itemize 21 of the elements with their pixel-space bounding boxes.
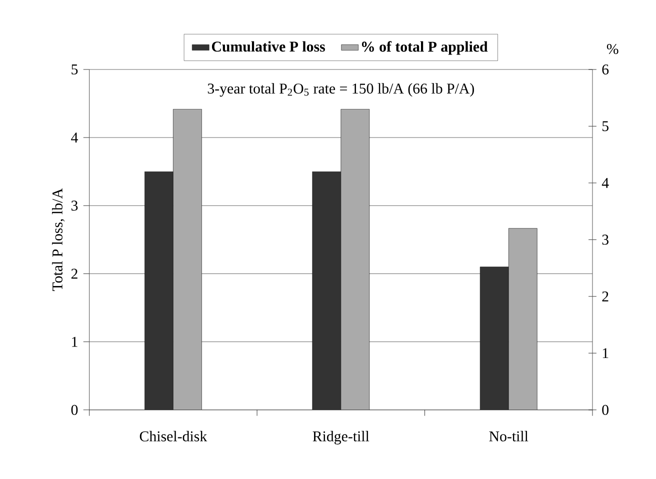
y-tick-label: 0 [71,404,78,415]
y2-tick-label: 6 [602,64,609,74]
y-tick-label: 1 [72,336,78,347]
y-tick-label: 3 [71,200,78,210]
y-tick-label: 4 [71,132,78,142]
x-tick-label: Ridge-till [312,430,370,444]
legend-label: % of total P applied [362,40,488,55]
y2-tick-label: 1 [602,348,608,358]
y-tick-label: 5 [72,64,78,74]
y2-axis-title: % [606,44,618,54]
annotation: 3-year total P$_{2}$O$_{5}$ rate = 150 lb/A (66 lb P/A) [208,82,474,96]
y-tick-label: 2 [71,268,78,278]
x-tick-label: No-till [489,430,528,442]
y2-tick-label: 2 [602,291,608,302]
y2-tick-label: 0 [602,404,608,415]
y-axis-title: Total P loss, lb/A [52,188,65,291]
y2-tick-label: 5 [602,121,608,131]
x-tick-label: Chisel-disk [140,430,208,442]
y2-tick-label: 3 [602,234,608,244]
legend-label: Cumulative P loss [212,41,325,52]
y2-tick-label: 4 [602,178,609,188]
